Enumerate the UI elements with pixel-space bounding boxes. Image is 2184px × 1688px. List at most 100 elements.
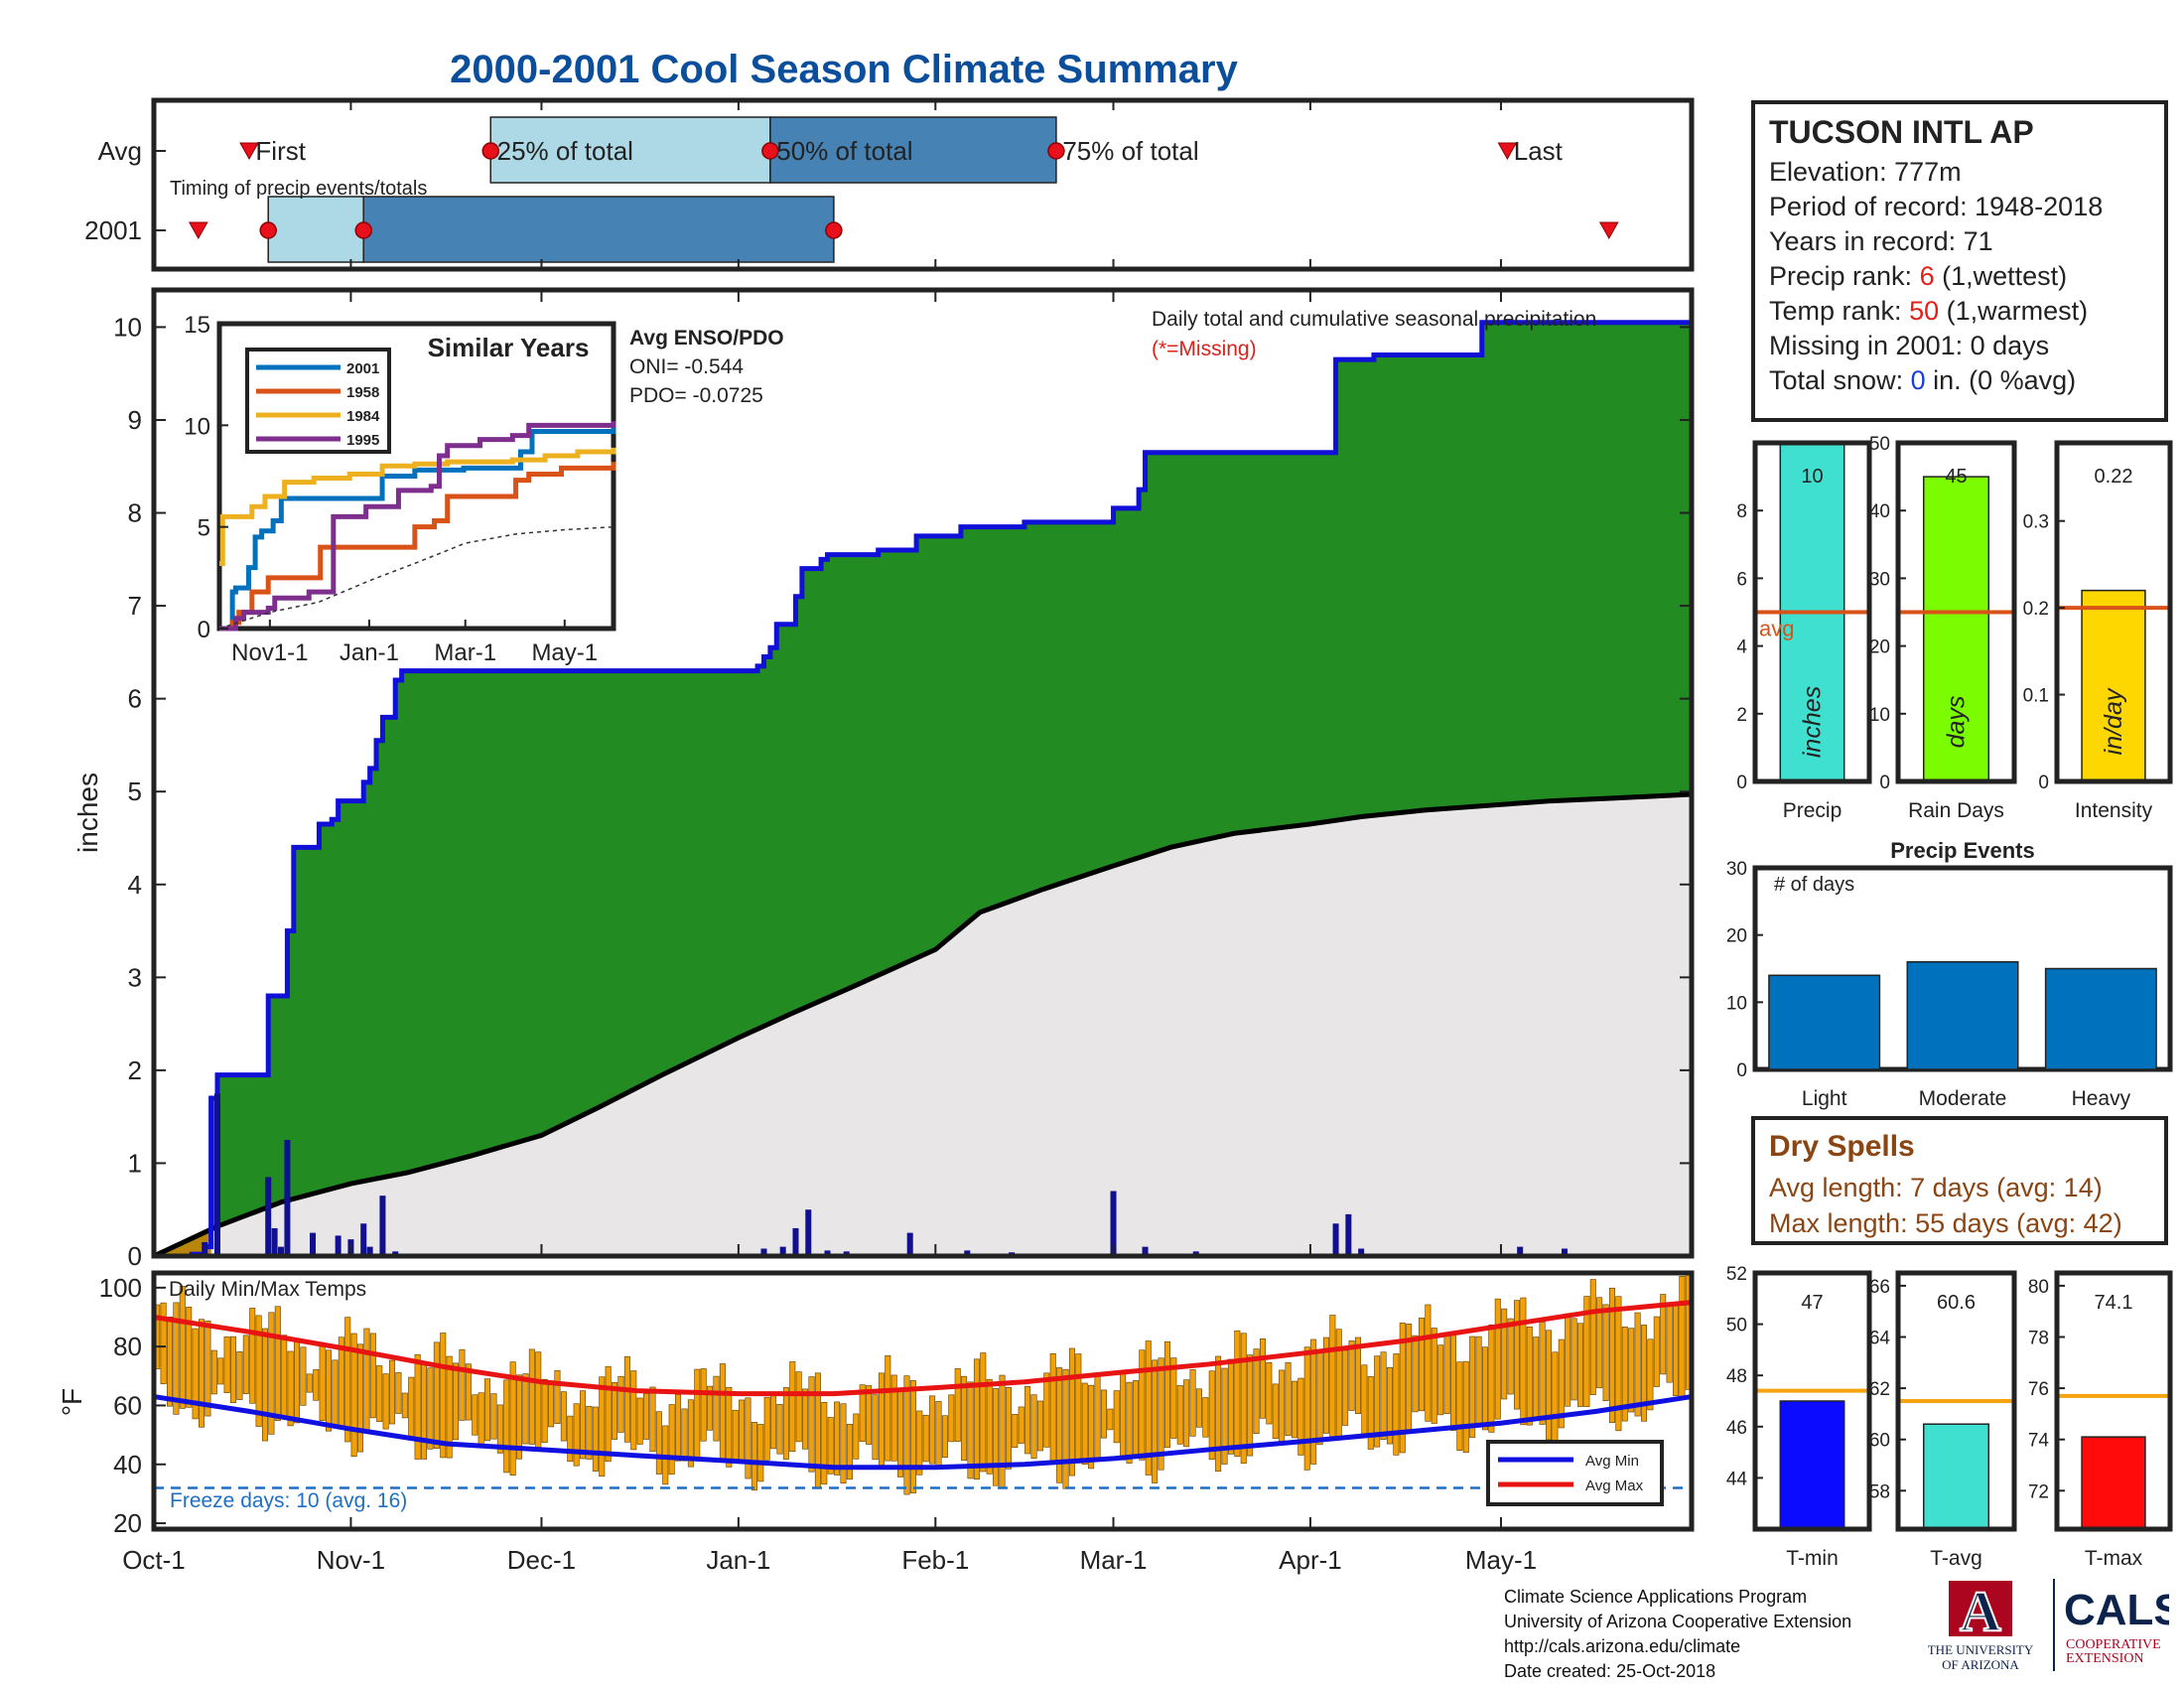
daily-temp-bar: [643, 1393, 650, 1440]
rain-days-bar: [1922, 476, 1990, 782]
daily-temp-bar: [1462, 1360, 1469, 1453]
daily-temp-bar: [1234, 1330, 1241, 1458]
daily-temp-bar: [1081, 1382, 1088, 1466]
daily-temp-bar: [763, 1396, 770, 1461]
cals-logo-text: CALS: [2064, 1586, 2169, 1634]
credits-url[interactable]: http://cals.arizona.edu/climate: [1504, 1636, 1741, 1656]
precip-total-frame: [1752, 440, 1872, 784]
daily-temp-bar: [1672, 1303, 1679, 1396]
precip-total-y-tick-label: 6: [1736, 569, 1747, 590]
inset-x-tick-label: Mar-1: [434, 639, 496, 666]
t-min-y-tick-label: 52: [1726, 1264, 1747, 1285]
daily-temp-bar: [223, 1336, 230, 1393]
daily-temp-bar: [496, 1404, 503, 1454]
daily-precip-bar: [792, 1227, 799, 1256]
precip-total-unit-label: inches: [1799, 686, 1827, 758]
daily-temp-bar: [363, 1328, 370, 1432]
daily-temp-bar: [846, 1424, 853, 1480]
station-name: TUCSON INTL AP: [1769, 114, 2034, 150]
precip-total-y-tick-label: 2: [1736, 705, 1747, 726]
inset-y-tick-label: 5: [198, 515, 210, 542]
t-min-y-tick-label: 46: [1726, 1418, 1747, 1439]
daily-temp-bar: [770, 1391, 777, 1450]
daily-temp-bar: [1342, 1349, 1349, 1426]
daily-temp-bar: [1558, 1338, 1565, 1429]
daily-temp-bar: [1279, 1369, 1286, 1443]
timing-2001-25-marker: [259, 221, 277, 239]
daily-temp-bar: [1253, 1348, 1260, 1435]
daily-temp-bar: [890, 1374, 897, 1462]
daily-temp-bar: [440, 1333, 447, 1459]
daily-temp-bar: [522, 1373, 529, 1445]
daily-temp-bar: [1018, 1406, 1024, 1444]
precip-total-category-label: Precip: [1783, 799, 1843, 822]
precip-events-bar: [1768, 974, 1881, 1070]
daily-temp-bar: [617, 1375, 624, 1433]
daily-temp-bar: [1036, 1400, 1043, 1452]
daily-temp-bar: [300, 1346, 307, 1406]
daily-temp-bar: [1285, 1362, 1292, 1437]
daily-temp-bar: [757, 1424, 764, 1482]
timing-avg-q2-bar: [769, 116, 1057, 184]
ua-logo-letter: A: [1960, 1579, 2001, 1643]
precip-events-bar: [1906, 960, 2019, 1070]
daily-temp-bar: [707, 1385, 714, 1431]
daily-precip-bar: [1332, 1223, 1339, 1256]
temp-x-tick-label: Apr-1: [1279, 1545, 1342, 1575]
daily-temp-bar: [922, 1414, 929, 1463]
daily-temp-bar: [668, 1404, 675, 1476]
main-plot-frame: [151, 287, 1695, 1259]
daily-temp-bar: [1024, 1385, 1031, 1455]
daily-temp-bar: [1545, 1330, 1552, 1441]
inset-legend-label: 1984: [346, 408, 380, 425]
t-max-y-tick-label: 78: [2028, 1329, 2049, 1349]
inset-y-tick-label: 10: [184, 413, 210, 440]
intensity-value-label: 0.22: [2095, 466, 2133, 488]
rain-days-category-label: Rain Days: [1908, 799, 2004, 822]
precip-total-avg-label: avg: [1759, 617, 1794, 641]
timing-caption: Timing of precip events/totals: [170, 178, 427, 200]
temp-y-tick-label: 40: [113, 1450, 142, 1479]
daily-temp-bar: [1386, 1366, 1393, 1445]
daily-temp-bar: [192, 1328, 199, 1420]
daily-temp-bar: [1259, 1337, 1266, 1419]
daily-temp-bar: [853, 1413, 860, 1460]
daily-temp-bar: [929, 1395, 936, 1465]
daily-temp-bar: [326, 1349, 333, 1432]
main-y-tick-label: 1: [128, 1148, 142, 1178]
credits: Climate Science Applications Program Uni…: [1504, 1585, 1851, 1684]
daily-temp-bar: [389, 1359, 396, 1425]
daily-temp-bar: [795, 1371, 802, 1443]
daily-temp-bar: [1380, 1351, 1387, 1440]
daily-temp-bar: [1520, 1297, 1527, 1426]
inset-series-line: [219, 423, 616, 632]
intensity-y-tick-label: 0.3: [2023, 512, 2049, 533]
daily-temp-bar: [948, 1394, 955, 1443]
daily-temp-bar: [897, 1388, 904, 1477]
daily-temp-bar: [834, 1401, 841, 1476]
daily-temp-bar: [1412, 1335, 1419, 1413]
daily-temp-bar: [980, 1352, 987, 1473]
daily-temp-bar: [376, 1365, 383, 1423]
daily-temp-bar: [1266, 1362, 1273, 1425]
t-avg-y-tick-label: 60: [1869, 1431, 1890, 1452]
daily-temp-bar: [1418, 1318, 1425, 1412]
t-max-y-tick-label: 74: [2028, 1431, 2050, 1452]
timing-avg-q1-bar: [489, 116, 771, 184]
daily-temp-bar: [281, 1335, 288, 1420]
daily-temp-bar: [1094, 1372, 1101, 1459]
daily-temp-bar: [675, 1394, 682, 1462]
daily-temp-bar: [1501, 1308, 1508, 1400]
rain-days-y-tick-label: 20: [1869, 637, 1890, 658]
daily-precip-bar: [1358, 1248, 1365, 1256]
daily-temp-bar: [1589, 1279, 1596, 1395]
t-min-value-label: 47: [1801, 1292, 1823, 1314]
daily-temp-bar: [1139, 1349, 1146, 1461]
t-min-y-tick-label: 48: [1726, 1366, 1747, 1387]
daily-precip-bar: [271, 1227, 278, 1256]
daily-temp-bar: [357, 1343, 364, 1453]
t-max-category-label: T-max: [2085, 1547, 2143, 1570]
temp-x-tick-label: Dec-1: [507, 1545, 576, 1575]
dry-spells-avg-length: Avg length: 7 days (avg: 14): [1769, 1173, 2103, 1202]
temp-x-tick-label: May-1: [1465, 1545, 1537, 1575]
